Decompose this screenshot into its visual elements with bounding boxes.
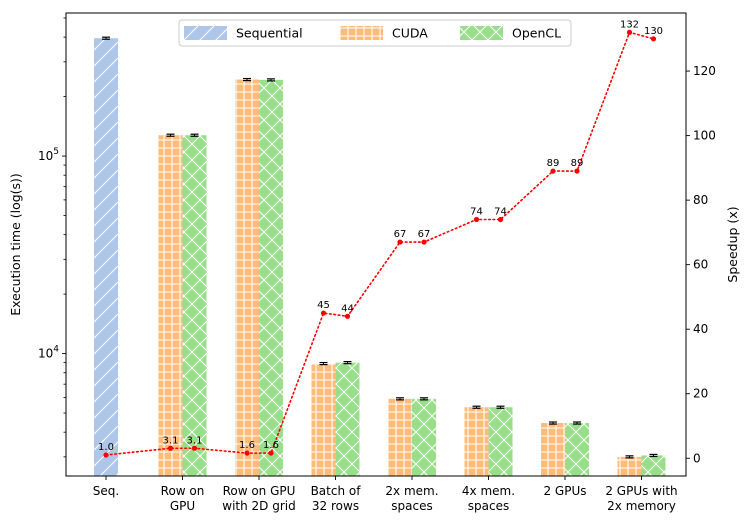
x-tick-label: 2 GPUs xyxy=(543,484,586,498)
speedup-label: 74 xyxy=(494,206,507,217)
x-tick-label: Row on GPU xyxy=(223,484,296,498)
bar-hatch-opencl-4 xyxy=(412,398,436,476)
bar-hatch-opencl-7 xyxy=(641,455,666,476)
speedup-point xyxy=(320,310,327,316)
speedup-point xyxy=(574,168,580,174)
y2-tick-label: 20 xyxy=(693,387,708,401)
y2-tick-label: 0 xyxy=(693,451,701,465)
speedup-point xyxy=(244,450,250,456)
speedup-label: 132 xyxy=(620,19,639,30)
error-bar xyxy=(549,421,557,425)
speedup-point xyxy=(497,216,504,223)
speedup-point xyxy=(191,445,198,451)
speedup-label: 130 xyxy=(644,26,663,37)
legend-label: Sequential xyxy=(236,26,303,41)
error-bar xyxy=(166,133,175,137)
x-tick-label: with 2D grid xyxy=(222,499,295,513)
speedup-point xyxy=(650,36,657,42)
bar-hatch-cuda-3 xyxy=(311,363,336,476)
y2-axis-title: Speedup (x) xyxy=(725,206,740,282)
x-tick-label: GPU xyxy=(170,499,195,513)
speedup-label: 89 xyxy=(571,158,584,169)
error-bar xyxy=(496,405,505,409)
y-tick-label: 104 xyxy=(38,345,59,361)
x-tick-label: 2x memory xyxy=(607,499,676,513)
speedup-line-layer: 1.0 3.1 3.1 1.6 1.6 45 44 67 67 74 74 89 89 132 130 xyxy=(98,19,663,458)
error-bar xyxy=(267,78,275,82)
y2-tick-label: 60 xyxy=(693,258,708,272)
bar-hatch-sequential-0 xyxy=(94,38,118,477)
bars-layer xyxy=(94,36,666,477)
bar-hatch-opencl-5 xyxy=(488,407,513,476)
y2-tick-label: 100 xyxy=(693,129,716,143)
speedup-point xyxy=(626,29,633,35)
x-tick-label: Row on xyxy=(161,484,205,498)
speedup-label: 3.1 xyxy=(187,435,203,446)
legend: Sequential CUDA OpenCL xyxy=(178,19,572,47)
bar-hatch-cuda-7 xyxy=(617,456,642,476)
bar-hatch-cuda-2 xyxy=(235,79,259,476)
error-bar xyxy=(102,36,110,40)
speedup-label: 1.6 xyxy=(239,440,255,451)
speedup-point xyxy=(397,239,403,245)
error-bar xyxy=(472,405,481,409)
speedup-label: 1.6 xyxy=(263,440,279,451)
speedup-point xyxy=(268,450,274,456)
error-bar xyxy=(396,397,404,401)
error-bar xyxy=(625,455,634,459)
error-bar xyxy=(190,133,199,137)
speedup-point xyxy=(421,239,427,245)
x-tick-label: spaces xyxy=(468,499,509,513)
x-tick-label: 4x mem. xyxy=(462,484,515,498)
x-tick-label: 2 GPUs with xyxy=(605,484,677,498)
bar-hatch-opencl-1 xyxy=(182,135,207,476)
bar-hatch-cuda-4 xyxy=(388,398,412,476)
bar-hatch-cuda-1 xyxy=(158,135,183,476)
plot-frame xyxy=(65,12,687,477)
speedup-label: 67 xyxy=(394,229,407,240)
speedup-label: 89 xyxy=(547,158,560,169)
speedup-line xyxy=(105,31,655,456)
y2-tick-label: 40 xyxy=(693,322,708,336)
speedup-label: 3.1 xyxy=(163,435,179,446)
bar-hatch-opencl-2 xyxy=(259,79,283,476)
error-bar xyxy=(649,453,658,458)
speedup-point xyxy=(167,445,174,451)
speedup-label: 1.0 xyxy=(98,442,114,453)
legend-label: OpenCL xyxy=(512,26,561,41)
speedup-label: 44 xyxy=(341,303,354,314)
error-bar xyxy=(420,397,428,401)
speedup-point xyxy=(550,168,556,174)
error-bar xyxy=(243,77,251,82)
bar-hatch-opencl-3 xyxy=(335,362,360,476)
y-axis-title: Execution time (log(s)) xyxy=(8,173,23,316)
x-tick-label: Seq. xyxy=(93,484,119,498)
legend-item-cuda: CUDA xyxy=(340,26,428,41)
error-bar xyxy=(343,360,352,365)
y-tick-label: 105 xyxy=(38,147,59,163)
speedup-point xyxy=(103,452,109,458)
x-tick-label: 2x mem. xyxy=(385,484,438,498)
x-tick-label: 32 rows xyxy=(312,499,359,513)
legend-item-sequential: Sequential xyxy=(184,26,303,41)
speedup-point xyxy=(344,313,351,319)
legend-label: CUDA xyxy=(392,26,428,41)
speedup-label: 45 xyxy=(317,300,330,311)
error-bar xyxy=(319,361,328,366)
y2-tick-label: 80 xyxy=(693,193,708,207)
bar-hatch-opencl-6 xyxy=(565,423,589,476)
bar-hatch-cuda-5 xyxy=(464,407,489,476)
error-bar xyxy=(573,421,581,425)
speedup-label: 67 xyxy=(418,229,431,240)
speedup-point xyxy=(473,216,480,223)
legend-item-opencl: OpenCL xyxy=(460,26,561,41)
y2-tick-label: 120 xyxy=(693,64,716,78)
speedup-label: 74 xyxy=(470,206,483,217)
x-tick-label: Batch of xyxy=(311,484,362,498)
bar-hatch-cuda-6 xyxy=(541,423,565,476)
x-tick-label: spaces xyxy=(391,499,432,513)
